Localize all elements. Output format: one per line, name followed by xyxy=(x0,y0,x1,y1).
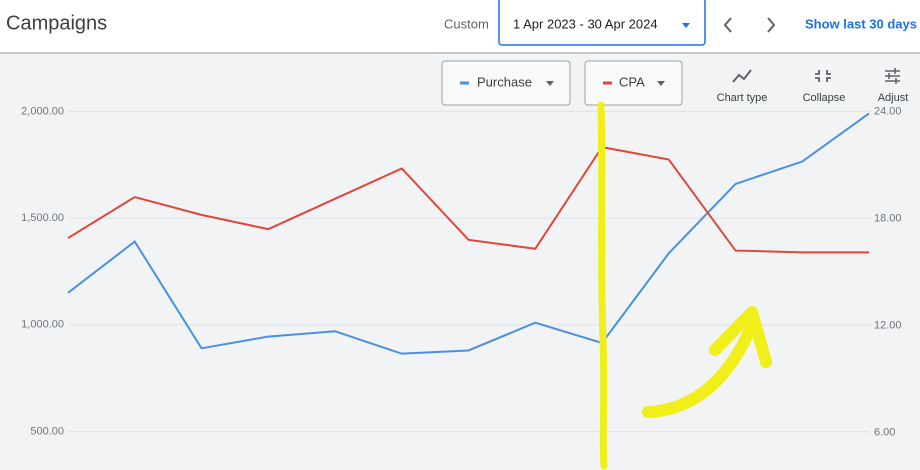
chart-type-icon[interactable] xyxy=(732,69,752,83)
y-tick-label: 500.00 xyxy=(30,425,64,437)
y2-tick-label: 24.00 xyxy=(874,105,902,117)
y-tick-label: 2,000.00 xyxy=(21,105,64,117)
page-title: Campaigns xyxy=(6,12,107,34)
collapse-icon[interactable] xyxy=(815,70,831,82)
previous-button[interactable] xyxy=(723,17,732,33)
collapse-label[interactable]: Collapse xyxy=(803,92,846,104)
y-tick-label: 1,000.00 xyxy=(21,319,64,331)
series-line xyxy=(67,145,869,254)
chip-caret[interactable] xyxy=(657,81,665,86)
date-label: Custom xyxy=(444,16,489,31)
legend-label[interactable]: Purchase xyxy=(477,74,532,89)
y2-tick-label: 18.00 xyxy=(874,212,902,224)
legend-label[interactable]: CPA xyxy=(619,74,645,89)
header-bar xyxy=(0,0,920,53)
next-button[interactable] xyxy=(767,17,776,33)
series-line xyxy=(67,112,870,355)
series-chip[interactable] xyxy=(584,60,683,106)
y-tick-label: 1,500.00 xyxy=(21,212,64,224)
y2-tick-label: 12.00 xyxy=(874,319,902,331)
series-chip[interactable] xyxy=(441,60,571,106)
date-picker[interactable] xyxy=(498,0,706,46)
show-last-link[interactable]: Show last 30 days xyxy=(805,16,917,31)
adjust-label[interactable]: Adjust xyxy=(878,92,909,104)
dropdown-caret[interactable] xyxy=(682,23,690,28)
plot: 500.00 1,000.00 1,500.00 2,000.00 6.00 12.00 1… xyxy=(21,105,901,438)
adjust-icon[interactable] xyxy=(885,68,900,84)
highlight-line xyxy=(597,101,608,470)
date-range[interactable]: 1 Apr 2023 - 30 Apr 2024 xyxy=(513,16,658,31)
y2-tick-label: 6.00 xyxy=(874,426,895,438)
chart-type-label[interactable]: Chart type xyxy=(717,92,768,104)
highlight-arrow xyxy=(642,306,772,418)
chip-caret[interactable] xyxy=(546,81,554,86)
